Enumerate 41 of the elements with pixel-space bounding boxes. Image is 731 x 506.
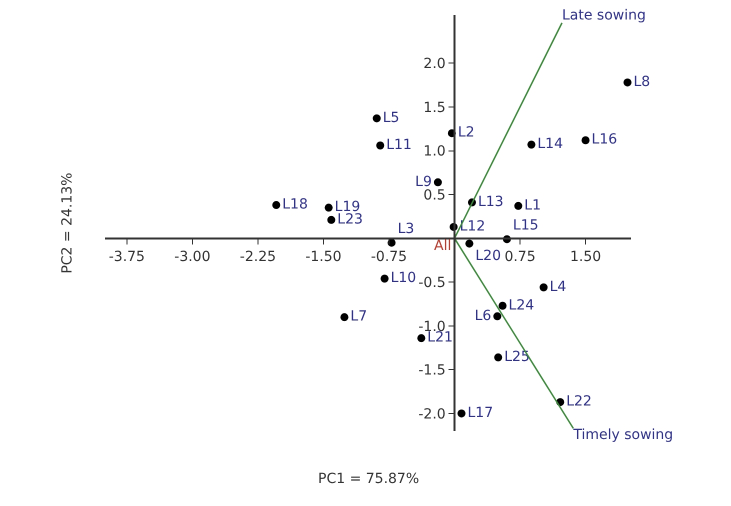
data-label: L7 (350, 308, 368, 325)
data-label: L11 (386, 136, 412, 153)
data-label: L3 (398, 221, 414, 238)
data-label: L17 (467, 404, 494, 421)
y-tick-label: -0.5 (418, 275, 446, 292)
data-label: L23 (337, 211, 363, 228)
y-tick-label: -2.0 (418, 406, 446, 422)
y-axis-title: PC2 = 24.13% (60, 172, 76, 274)
data-label: L25 (504, 348, 530, 365)
data-label: L20 (475, 248, 501, 264)
data-label: L4 (550, 278, 566, 295)
series-label: Timely sowing (572, 426, 674, 443)
x-tick-label: -3.00 (174, 249, 210, 266)
y-tick-label: 1.0 (423, 144, 446, 160)
data-label: L18 (282, 196, 308, 213)
data-label: L24 (508, 297, 534, 314)
x-axis-title: PC1 = 75.87% (318, 471, 420, 487)
data-label: L16 (592, 132, 618, 148)
data-label: L15 (512, 218, 539, 234)
series-label: Late sowing (562, 7, 646, 24)
x-tick-label: -1.50 (305, 249, 342, 266)
y-tick-label: 1.5 (423, 100, 446, 116)
data-label: L13 (478, 194, 504, 210)
annotation: All (434, 238, 452, 254)
y-tick-label: 0.5 (423, 187, 446, 204)
data-label: L6 (474, 308, 492, 324)
y-tick-label: 2.0 (423, 56, 446, 72)
x-tick-label: 0.75 (504, 249, 536, 266)
data-label: L22 (566, 394, 592, 410)
data-label: L5 (382, 110, 400, 126)
data-label: L2 (458, 124, 475, 141)
data-label: L14 (537, 136, 564, 152)
y-tick-label: -1.5 (418, 362, 446, 379)
x-tick-label: -0.75 (370, 249, 408, 266)
x-tick-label: 1.50 (570, 249, 602, 266)
x-tick-label: -2.25 (240, 249, 276, 266)
data-label: L8 (634, 74, 650, 90)
data-label: L9 (415, 174, 432, 190)
data-label: L1 (524, 197, 542, 214)
x-tick-label: -3.75 (108, 249, 145, 266)
data-label: L10 (390, 270, 416, 286)
